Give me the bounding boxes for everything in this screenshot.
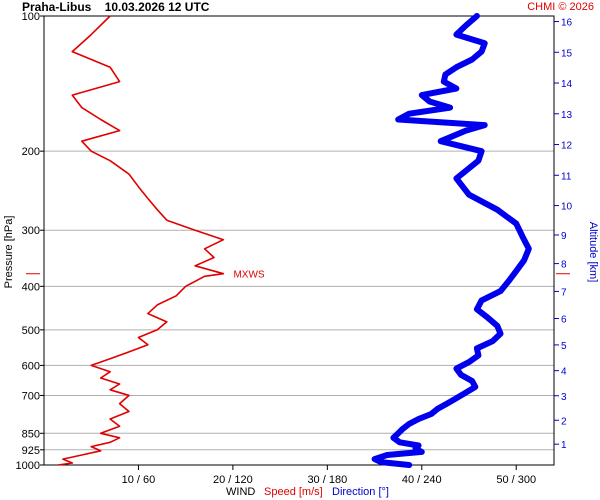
grid-lines [44,15,554,466]
wind-tick-label: 50 / 300 [496,474,536,486]
wind-tick-label: 10 / 60 [122,474,156,486]
pressure-tick-label: 600 [22,360,40,372]
speed-series-line [58,15,225,466]
altitude-tick-label: 8 [561,260,567,271]
wind-tick-label: 40 / 240 [402,474,442,486]
altitude-tick-label: 2 [561,416,567,427]
altitude-tick-label: 1 [561,440,567,451]
altitude-axis-label: Altitude [km] [587,222,599,283]
pressure-tick-label: 200 [22,146,40,158]
pressure-axis: 100 200 300 400 500 600 700 850 925 1000 [16,11,44,472]
altitude-tick-label: 14 [561,79,573,90]
altitude-tick-label: 3 [561,392,567,403]
altitude-tick-label: 10 [561,202,573,213]
altitude-tick-label: 16 [561,18,573,29]
wind-axis: 10 / 60 20 / 120 30 / 180 40 / 240 50 / 300 [122,465,536,486]
mxws-label: MXWS [233,270,264,281]
altitude-tick-label: 15 [561,48,573,59]
direction-axis-label: Direction [°] [332,486,389,498]
pressure-tick-label: 1000 [16,460,40,472]
pressure-tick-label: 700 [22,390,40,402]
altitude-tick-label: 9 [561,231,567,242]
pressure-tick-label: 500 [22,325,40,337]
pressure-tick-label: 100 [22,11,40,23]
station-name: Praha-Libus [22,0,92,14]
pressure-axis-label: Pressure [hPa] [3,216,15,289]
series-layer [58,13,532,468]
speed-axis-label: Speed [m/s] [264,486,323,498]
pressure-tick-label: 850 [22,428,40,440]
altitude-tick-label: 5 [561,341,567,352]
altitude-tick-label: 4 [561,367,567,378]
altitude-tick-label: 7 [561,287,567,298]
plot-frame [43,15,555,466]
max-wind-annotation: MXWS [26,270,570,281]
altitude-tick-label: 12 [561,141,573,152]
chart-title: Praha-Libus 10.03.2026 12 UTC [22,0,209,14]
pressure-tick-label: 925 [22,445,40,457]
credit-label: CHMI © 2026 [527,1,594,13]
altitude-tick-label: 11 [561,171,572,182]
altitude-tick-label: 13 [561,110,573,121]
altitude-tick-label: 6 [561,315,567,326]
wind-tick-label: 30 / 180 [307,474,347,486]
pressure-tick-label: 400 [22,281,40,293]
wind-tick-label: 20 / 120 [213,474,253,486]
pressure-tick-label: 300 [22,225,40,237]
direction-series-line [371,13,532,468]
wind-axis-title: WIND [226,486,255,498]
observation-time: 10.03.2026 12 UTC [104,0,210,14]
